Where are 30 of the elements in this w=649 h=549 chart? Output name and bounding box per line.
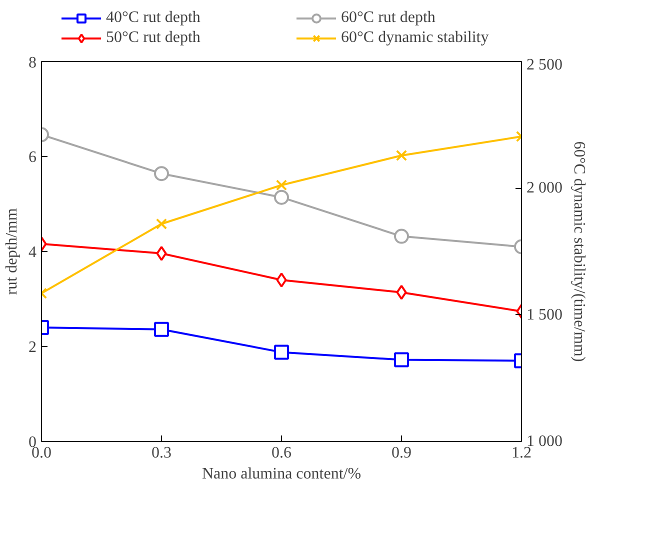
legend-label: 60°C rut depth <box>341 9 436 27</box>
x-axis-title: Nano alumina content/% <box>202 466 362 482</box>
y2-tick-label: 1 500 <box>526 306 562 324</box>
y-tick-label: 8 <box>28 54 36 72</box>
y-axis-title: rut depth/mm <box>4 208 20 295</box>
y-tick-label: 6 <box>28 149 36 166</box>
point <box>154 166 169 182</box>
y-tick-label: 2 <box>28 339 36 356</box>
y2-axis-title: 60°C dynamic stability/(time/mm) <box>570 141 588 362</box>
point <box>274 190 289 205</box>
x-tick-label: 1.2 <box>512 444 532 462</box>
x-tick-label: 0.6 <box>272 444 292 462</box>
point <box>156 246 167 261</box>
point <box>274 344 289 360</box>
legend-label: 60°C dynamic stability <box>341 29 490 47</box>
y-tick-label: 4 <box>28 244 36 261</box>
point <box>276 272 287 288</box>
point <box>154 322 169 337</box>
point <box>156 218 168 230</box>
y2-tick-label: 2 000 <box>526 180 562 197</box>
legend-label: 50°C rut depth <box>106 29 202 47</box>
point <box>394 352 409 368</box>
point <box>396 284 407 300</box>
point <box>396 150 408 162</box>
y2-tick-label: 2 500 <box>526 56 562 74</box>
point <box>394 228 409 244</box>
x-tick-label: 0.3 <box>152 444 172 462</box>
x-tick-label: 0.9 <box>392 444 412 462</box>
legend-label: 40°C rut depth <box>106 9 202 27</box>
point <box>276 180 288 191</box>
